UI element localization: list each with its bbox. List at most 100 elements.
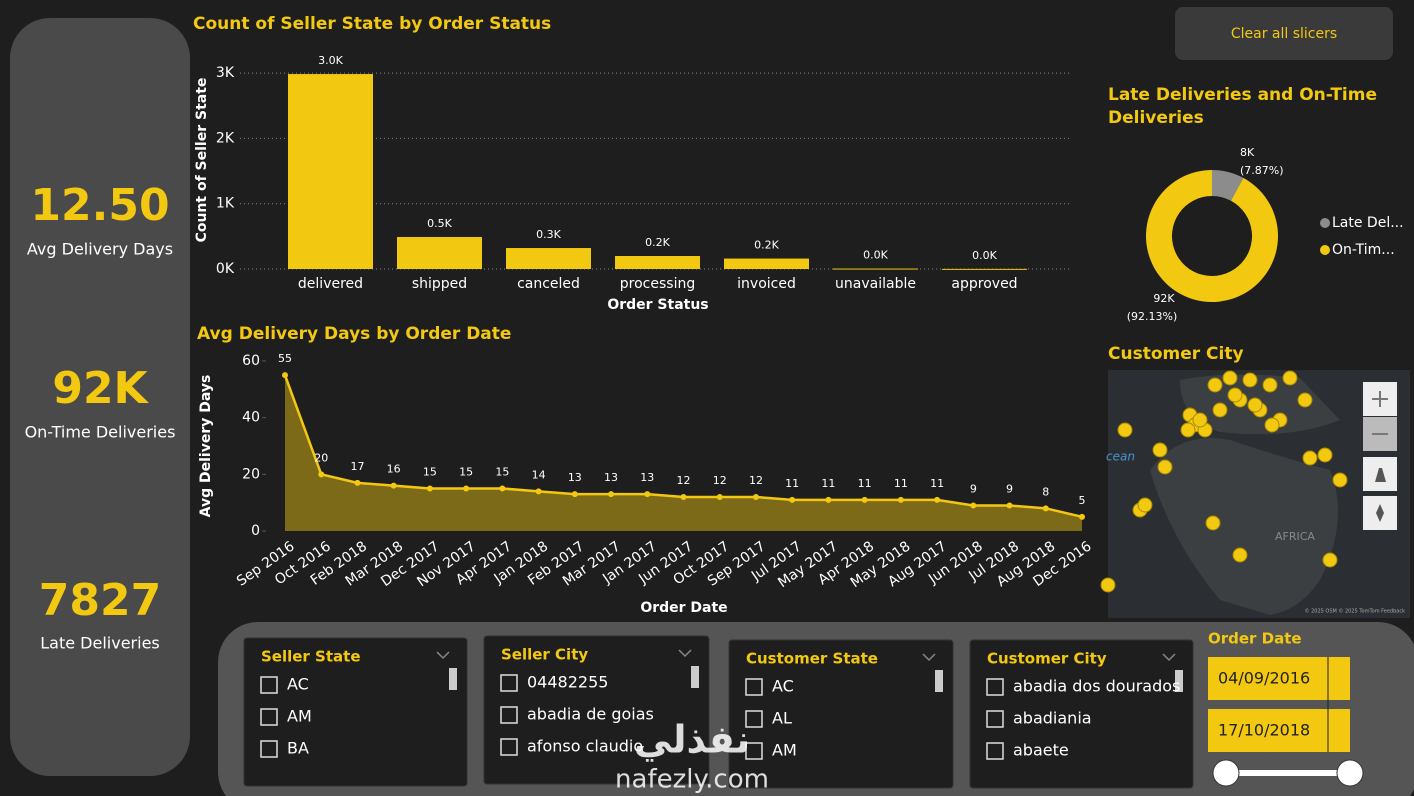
slicer[interactable]: [243, 637, 468, 787]
slice: [1212, 170, 1244, 201]
data-label: 92K: [1153, 292, 1175, 305]
data-label: 0.0K: [863, 249, 888, 262]
chevron: [922, 653, 936, 662]
checkbox[interactable]: [745, 678, 763, 696]
checkbox[interactable]: [500, 674, 518, 692]
point: [390, 482, 397, 489]
point: [752, 494, 759, 500]
slicer-item: abadia dos dourados: [1013, 677, 1180, 696]
slicer-item: AC: [772, 677, 794, 696]
map-point: [1297, 392, 1313, 408]
map-point: [1227, 387, 1243, 403]
chevron: [678, 649, 692, 658]
checkbox[interactable]: [260, 740, 278, 758]
y-axis-title: Avg Delivery Days: [198, 375, 214, 518]
point: [1079, 513, 1085, 520]
data-label: 9: [970, 483, 977, 496]
point: [1006, 502, 1013, 509]
point: [1042, 505, 1049, 512]
point: [282, 372, 288, 379]
date-end-text: 17/10/2018: [1218, 721, 1310, 740]
data-label: 15: [459, 466, 473, 479]
map-point: [1322, 552, 1338, 568]
checkbox[interactable]: [986, 678, 1004, 696]
checkbox[interactable]: [986, 742, 1004, 760]
data-label: 0.5K: [427, 217, 452, 230]
bar: [506, 248, 591, 269]
point: [861, 496, 868, 503]
slicer-item: abaete: [1013, 741, 1069, 760]
map-point: [1152, 442, 1168, 458]
map-point: [1282, 370, 1298, 386]
kpi-label: Late Deliveries: [40, 634, 160, 653]
point: [716, 494, 723, 500]
data-label: 11: [858, 477, 872, 490]
slicer-item: AL: [772, 709, 792, 728]
x-tick-label: processing: [620, 276, 695, 292]
slider-handle[interactable]: [1212, 759, 1240, 787]
chart-title: Late Deliveries and On-Time: [1108, 85, 1377, 105]
date-start-text: 04/09/2016: [1218, 669, 1310, 688]
point: [825, 496, 832, 503]
slicer-item: abadiania: [1013, 709, 1092, 728]
slicer-title: Seller State: [261, 648, 361, 666]
map-point: [1302, 450, 1318, 466]
slicer[interactable]: [969, 639, 1194, 789]
data-label: 13: [568, 471, 582, 484]
kpi-label: On-Time Deliveries: [25, 423, 176, 442]
kpi-value: 7827: [39, 575, 161, 626]
data-label: 11: [894, 477, 908, 490]
map-point: [1207, 377, 1223, 393]
slicer[interactable]: [483, 635, 710, 785]
date-start[interactable]: [1208, 657, 1350, 700]
kpi-panel: [10, 18, 190, 776]
data-label: 11: [930, 477, 944, 490]
point: [426, 485, 433, 492]
clear-button[interactable]: [1175, 7, 1393, 60]
clear-button-label[interactable]: Clear all slicers: [1231, 26, 1337, 42]
point: [934, 496, 941, 503]
checkbox[interactable]: [500, 706, 518, 724]
y-tick-label: 0K: [216, 261, 235, 277]
watermark: nafezly.com: [615, 765, 769, 795]
point: [354, 479, 361, 486]
slicer-title: Seller City: [501, 646, 588, 664]
data-label: 0.0K: [972, 249, 997, 262]
map-label: AFRICA: [1275, 530, 1315, 543]
checkbox[interactable]: [986, 710, 1004, 728]
date-end[interactable]: [1208, 709, 1350, 752]
icon: [1372, 391, 1388, 407]
map-point: [1180, 422, 1196, 438]
point: [499, 485, 506, 492]
slicer-title: Customer City: [987, 650, 1107, 668]
data-label: (92.13%): [1127, 310, 1178, 323]
x-tick-label: invoiced: [737, 276, 796, 292]
map-point: [1332, 472, 1348, 488]
date-slicer-title: Order Date: [1208, 630, 1302, 648]
icon: [1376, 504, 1384, 522]
slicer[interactable]: [728, 639, 954, 789]
checkbox[interactable]: [260, 676, 278, 694]
data-label: 5: [1079, 494, 1086, 507]
slider-handle[interactable]: [1336, 759, 1364, 787]
icon: [1375, 468, 1386, 482]
map-point: [1100, 577, 1116, 593]
chevron: [436, 651, 450, 660]
checkbox[interactable]: [745, 710, 763, 728]
chevron: [1162, 653, 1176, 662]
checkbox[interactable]: [500, 738, 518, 756]
data-label: 55: [278, 352, 292, 365]
chart-title: Count of Seller State by Order Status: [193, 14, 551, 34]
y-tick-label: 60: [242, 353, 260, 369]
checkbox[interactable]: [745, 742, 763, 760]
checkbox[interactable]: [260, 708, 278, 726]
data-label: 14: [532, 468, 546, 481]
data-label: 0.3K: [536, 228, 561, 241]
data-label: 20: [314, 451, 328, 464]
legend-marker: [1320, 245, 1330, 255]
bar: [833, 268, 918, 270]
data-label: 12: [713, 474, 727, 487]
watermark: نفذلي: [634, 718, 750, 762]
data-label: 15: [423, 466, 437, 479]
